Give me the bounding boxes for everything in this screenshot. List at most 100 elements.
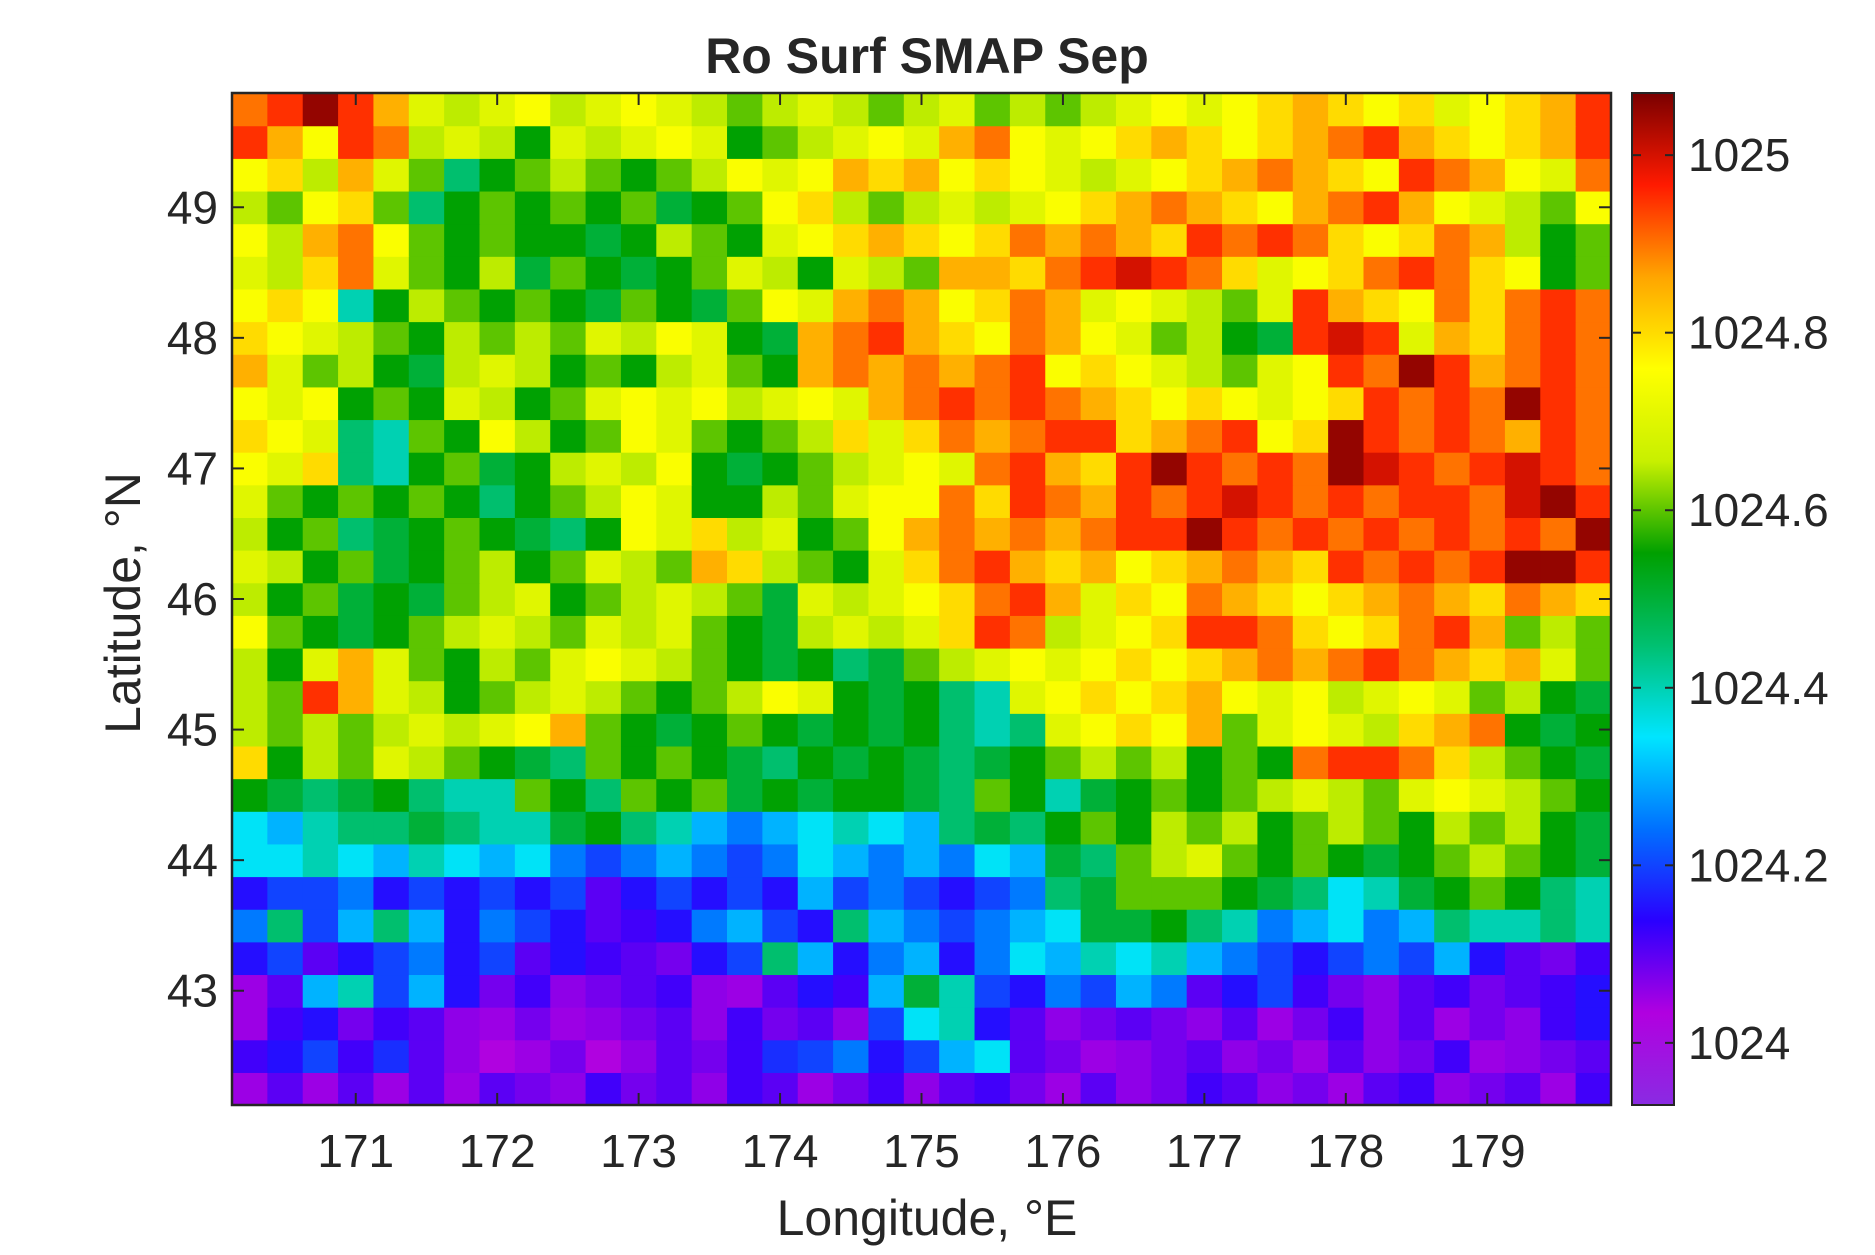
heatmap-cell xyxy=(1575,223,1612,257)
heatmap-cell xyxy=(1115,876,1152,910)
heatmap-cell xyxy=(974,223,1011,257)
heatmap-cell xyxy=(514,974,551,1008)
heatmap-cell xyxy=(1080,941,1117,976)
heatmap-cell xyxy=(939,811,976,845)
heatmap-cell xyxy=(691,647,728,682)
heatmap-cell xyxy=(373,484,410,518)
heatmap-cell xyxy=(408,647,445,682)
heatmap-cell xyxy=(479,1007,516,1041)
heatmap-cell xyxy=(479,941,516,976)
heatmap-cell xyxy=(1115,615,1152,649)
heatmap-cell xyxy=(868,484,905,518)
heatmap-cell xyxy=(1186,909,1223,943)
heatmap-cell xyxy=(1009,974,1046,1008)
heatmap-cell xyxy=(1045,680,1082,714)
heatmap-cell xyxy=(903,288,940,323)
heatmap-cell xyxy=(408,680,445,714)
heatmap-cell xyxy=(797,647,834,682)
heatmap-cell xyxy=(1009,843,1046,878)
heatmap-cell xyxy=(727,615,763,649)
heatmap-cell xyxy=(338,811,375,845)
heatmap-cell xyxy=(974,615,1011,649)
heatmap-cell xyxy=(444,647,481,682)
heatmap-cell xyxy=(656,1072,693,1106)
heatmap-cell xyxy=(1151,125,1188,159)
heatmap-cell xyxy=(1009,941,1046,976)
heatmap-cell xyxy=(338,745,375,780)
heatmap-cell xyxy=(267,713,304,747)
heatmap-cell xyxy=(939,223,976,257)
heatmap-cell xyxy=(1540,876,1577,910)
heatmap-cell xyxy=(338,582,375,616)
heatmap-cell xyxy=(1257,1039,1294,1073)
heatmap-cell xyxy=(903,811,940,845)
heatmap-cell xyxy=(1151,288,1188,323)
heatmap-cell xyxy=(833,745,870,780)
heatmap-cell xyxy=(1151,354,1188,388)
heatmap-cell xyxy=(408,582,445,616)
heatmap-cell xyxy=(974,321,1011,355)
heatmap-cell xyxy=(1257,223,1294,257)
heatmap-cell xyxy=(444,223,481,257)
heatmap-cell xyxy=(514,223,551,257)
heatmap-cell xyxy=(797,386,834,421)
heatmap-cell xyxy=(1151,517,1188,551)
heatmap-cell xyxy=(232,745,268,780)
heatmap-cell xyxy=(1434,713,1471,747)
heatmap-cell xyxy=(514,1007,551,1041)
heatmap-cell xyxy=(444,713,481,747)
heatmap-cell xyxy=(444,745,481,780)
heatmap-cell xyxy=(762,125,799,159)
heatmap-cell xyxy=(1469,419,1506,453)
heatmap-cell xyxy=(762,386,799,421)
heatmap-cell xyxy=(585,876,622,910)
heatmap-cell xyxy=(550,288,587,323)
heatmap-cell xyxy=(1080,288,1117,323)
heatmap-cell xyxy=(585,909,622,943)
heatmap-cell xyxy=(373,909,410,943)
heatmap-cell xyxy=(1575,256,1612,290)
heatmap-cell xyxy=(1222,158,1259,192)
heatmap-cell xyxy=(1222,713,1259,747)
heatmap-cell xyxy=(1222,125,1259,159)
heatmap-cell xyxy=(903,452,940,486)
heatmap-cell xyxy=(1328,452,1365,486)
heatmap-cell xyxy=(1469,909,1506,943)
heatmap-cell xyxy=(939,125,976,159)
heatmap-cell xyxy=(373,125,410,159)
heatmap-cell xyxy=(833,1072,870,1106)
heatmap-cell xyxy=(939,1072,976,1106)
heatmap-cell xyxy=(1328,1007,1365,1041)
heatmap-cell xyxy=(338,778,375,812)
heatmap-cell xyxy=(408,190,445,225)
heatmap-cell xyxy=(939,484,976,518)
heatmap-cell xyxy=(1540,778,1577,812)
heatmap-cell xyxy=(1398,550,1435,584)
heatmap-cell xyxy=(514,550,551,584)
heatmap-cell xyxy=(1115,452,1152,486)
heatmap-cell xyxy=(1115,288,1152,323)
heatmap-cell xyxy=(1363,354,1400,388)
heatmap-cell xyxy=(797,223,834,257)
heatmap-cell xyxy=(797,419,834,453)
heatmap-cell xyxy=(656,778,693,812)
heatmap-cell xyxy=(691,745,728,780)
heatmap-cell xyxy=(1540,909,1577,943)
heatmap-cell xyxy=(1540,582,1577,616)
heatmap-cell xyxy=(1363,190,1400,225)
heatmap-cell xyxy=(338,190,375,225)
heatmap-cell xyxy=(1115,843,1152,878)
heatmap-cell xyxy=(833,93,870,127)
heatmap-cell xyxy=(833,615,870,649)
heatmap-cell xyxy=(1363,158,1400,192)
heatmap-cell xyxy=(868,909,905,943)
heatmap-cell xyxy=(1292,1072,1329,1106)
heatmap-cell xyxy=(1292,223,1329,257)
heatmap-cell xyxy=(974,452,1011,486)
colorbar-ticks: 1024 1024.2 1024.4 1024.6 1024.8 1025 xyxy=(1632,129,1829,1069)
heatmap-cell xyxy=(939,158,976,192)
heatmap-cell xyxy=(1504,93,1541,127)
heatmap-cell xyxy=(833,811,870,845)
heatmap-cell xyxy=(408,843,445,878)
heatmap-cell xyxy=(1398,190,1435,225)
